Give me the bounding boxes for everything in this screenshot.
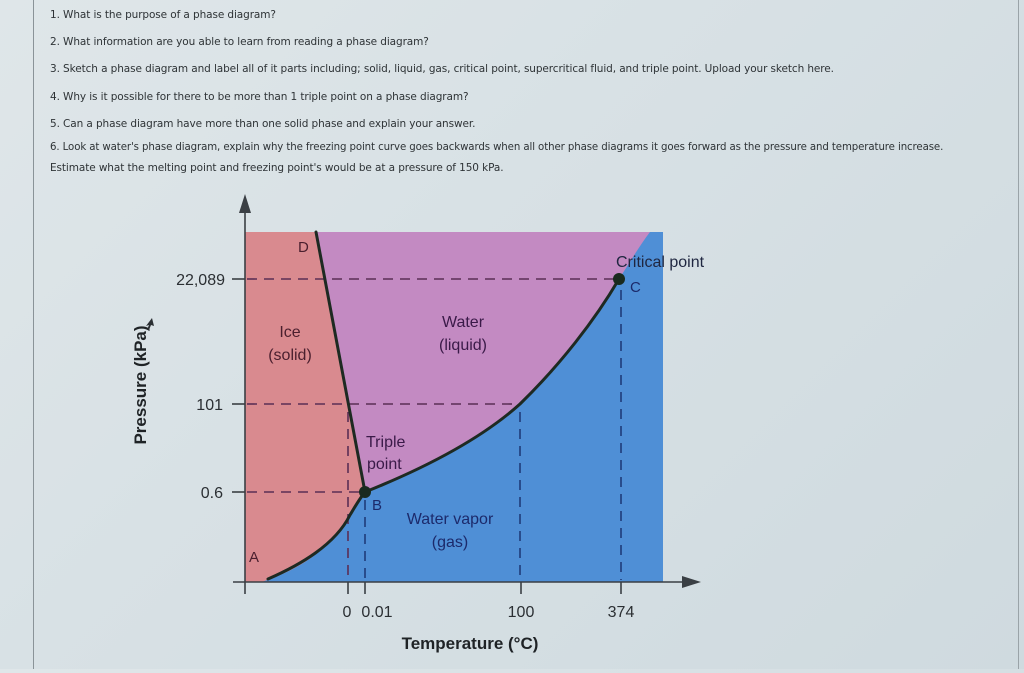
page-left-border (33, 0, 34, 669)
point-b-label: B (372, 497, 382, 514)
question-3: 3. Sketch a phase diagram and label all … (50, 63, 834, 75)
ice-solid-label: (solid) (268, 347, 312, 364)
triple-point-marker (359, 486, 371, 498)
point-d-label: D (298, 239, 309, 256)
triple-point-label: Triple (366, 434, 406, 451)
vaporization-curve-b-c (363, 277, 621, 494)
x-tick-0-01: 0.01 (361, 604, 392, 621)
question-4: 4. Why is it possible for there to be mo… (50, 91, 469, 103)
y-axis-title: Pressure (kPa) (131, 325, 150, 444)
x-tick-374: 374 (608, 604, 635, 621)
water-vapor-label: Water vapor (407, 511, 494, 528)
page-right-border (1018, 0, 1019, 669)
y-tick-22089: 22,089 (176, 272, 225, 289)
water-liquid-label: (liquid) (439, 337, 487, 354)
sublimation-curve-a-b (266, 490, 367, 581)
mouse-cursor-icon (146, 318, 154, 330)
triple-point-label-line2: point (367, 456, 402, 473)
y-tick-0-6: 0.6 (201, 485, 223, 502)
x-axis-title: Temperature (°C) (402, 634, 539, 653)
question-6: 6. Look at water's phase diagram, explai… (50, 142, 944, 153)
point-a-label: A (249, 549, 259, 566)
melting-curve-b-d (314, 230, 367, 494)
critical-point-label: Critical point (616, 254, 705, 271)
x-axis-arrow-icon (682, 576, 701, 588)
critical-point-marker (613, 273, 625, 285)
solid-region (245, 232, 365, 582)
question-5: 5. Can a phase diagram have more than on… (50, 118, 476, 130)
x-tick-0: 0 (343, 604, 352, 621)
water-vapor-gas-label: (gas) (432, 534, 468, 551)
ice-label: Ice (279, 324, 300, 341)
y-axis-arrow-icon (239, 194, 251, 213)
question-1: 1. What is the purpose of a phase diagra… (50, 9, 276, 21)
liquid-region (316, 232, 650, 492)
point-c-label: C (630, 279, 641, 296)
water-label: Water (442, 314, 485, 331)
question-6-continuation: Estimate what the melting point and free… (50, 162, 504, 174)
x-tick-100: 100 (508, 604, 535, 621)
question-2: 2. What information are you able to lear… (50, 36, 429, 48)
y-tick-101: 101 (196, 397, 223, 414)
